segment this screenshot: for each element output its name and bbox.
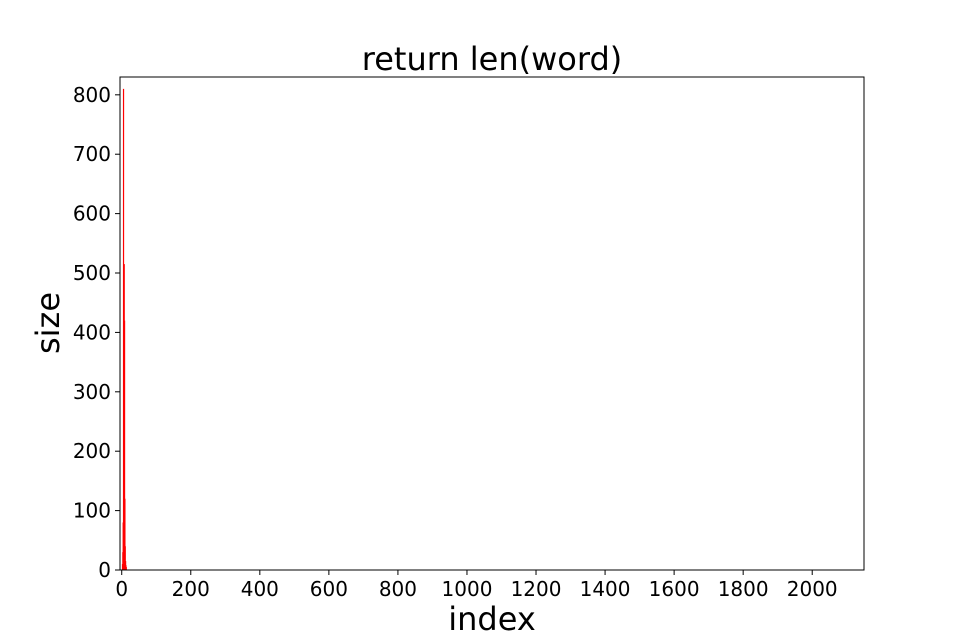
x-axis-label: index bbox=[448, 600, 536, 638]
x-tick-label: 1200 bbox=[511, 577, 562, 601]
y-axis-label: size bbox=[29, 292, 67, 354]
bar bbox=[122, 88, 125, 570]
y-tick-label: 300 bbox=[73, 380, 111, 404]
x-tick-label: 1800 bbox=[718, 577, 769, 601]
y-tick-label: 500 bbox=[73, 261, 111, 285]
x-tick-label: 800 bbox=[379, 577, 417, 601]
y-tick-label: 600 bbox=[73, 202, 111, 226]
x-tick-label: 1000 bbox=[442, 577, 493, 601]
x-tick-label: 600 bbox=[310, 577, 348, 601]
x-tick-label: 1400 bbox=[580, 577, 631, 601]
y-tick-label: 100 bbox=[73, 499, 111, 523]
bar bbox=[125, 567, 127, 570]
x-axis: 0 200 400 600 800 1000 1200 1400 1600 1800 2000 bbox=[115, 570, 838, 601]
x-tick-label: 1600 bbox=[649, 577, 700, 601]
x-tick-label: 0 bbox=[115, 577, 128, 601]
chart-title: return len(word) bbox=[362, 40, 623, 78]
plot-frame bbox=[119, 76, 865, 571]
x-tick-label: 400 bbox=[241, 577, 279, 601]
y-tick-label: 400 bbox=[73, 320, 111, 344]
y-tick-label: 800 bbox=[73, 83, 111, 107]
y-tick-label: 200 bbox=[73, 439, 111, 463]
y-axis: 0 100 200 300 400 500 600 700 800 bbox=[73, 83, 120, 582]
x-tick-label: 200 bbox=[172, 577, 210, 601]
bar bbox=[123, 320, 126, 570]
y-tick-label: 700 bbox=[73, 142, 111, 166]
bars-group bbox=[121, 88, 127, 570]
bar bbox=[124, 546, 126, 570]
x-tick-label: 2000 bbox=[787, 577, 838, 601]
bar bbox=[124, 498, 126, 570]
y-tick-label: 0 bbox=[98, 558, 111, 582]
